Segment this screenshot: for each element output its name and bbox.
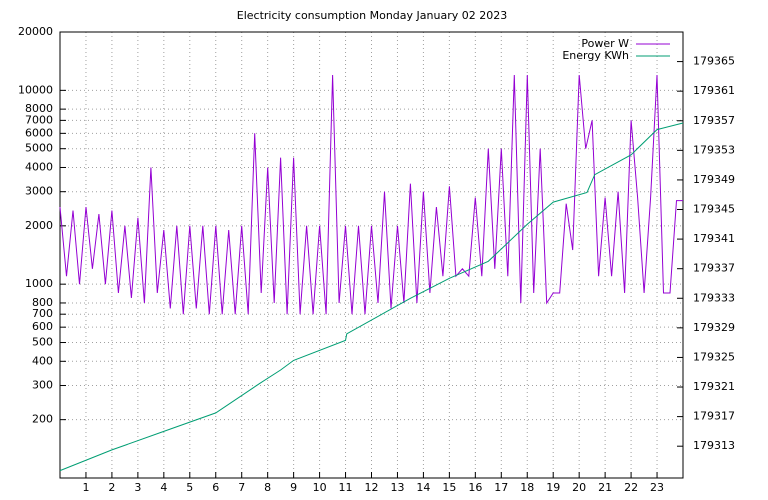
y-tick-label: 7000 — [25, 113, 53, 126]
x-tick-label: 23 — [650, 481, 664, 494]
y-tick-label: 800 — [32, 296, 53, 309]
y-tick-label: 6000 — [25, 126, 53, 139]
y2-tick-label: 179325 — [693, 350, 735, 363]
y-tick-label: 400 — [32, 354, 53, 367]
y2-tick-label: 179341 — [693, 232, 735, 245]
y2-tick-label: 179353 — [693, 143, 735, 156]
y-tick-label: 10000 — [18, 83, 53, 96]
x-tick-label: 1 — [82, 481, 89, 494]
x-tick-label: 21 — [598, 481, 612, 494]
y2-tick-label: 179357 — [693, 114, 735, 127]
x-tick-label: 5 — [186, 481, 193, 494]
y-tick-label: 5000 — [25, 142, 53, 155]
y2-tick-label: 179337 — [693, 262, 735, 275]
y-tick-label: 1000 — [25, 277, 53, 290]
y2-tick-label: 179313 — [693, 439, 735, 452]
y-tick-label: 200 — [32, 413, 53, 426]
series-line — [59, 122, 684, 472]
x-tick-label: 12 — [365, 481, 379, 494]
y-tick-label: 600 — [32, 320, 53, 333]
x-tick-label: 19 — [546, 481, 560, 494]
legend-label: Energy KWh — [562, 49, 629, 62]
x-tick-label: 4 — [160, 481, 167, 494]
x-tick-label: 8 — [264, 481, 271, 494]
legend-label: Power W — [581, 37, 629, 50]
y2-tick-label: 179321 — [693, 380, 735, 393]
y-tick-label: 3000 — [25, 185, 53, 198]
x-tick-label: 7 — [238, 481, 245, 494]
x-tick-label: 9 — [290, 481, 297, 494]
x-tick-label: 2 — [108, 481, 115, 494]
x-tick-label: 15 — [442, 481, 456, 494]
x-tick-label: 16 — [468, 481, 482, 494]
chart-title: Electricity consumption Monday January 0… — [237, 9, 507, 22]
y-tick-label: 700 — [32, 307, 53, 320]
x-tick-label: 10 — [313, 481, 327, 494]
y-tick-label: 8000 — [25, 102, 53, 115]
x-tick-label: 3 — [134, 481, 141, 494]
y2-tick-label: 179329 — [693, 321, 735, 334]
y2-tick-label: 179345 — [693, 203, 735, 216]
x-tick-label: 22 — [624, 481, 638, 494]
y-tick-label: 4000 — [25, 160, 53, 173]
x-tick-label: 6 — [212, 481, 219, 494]
y-tick-label: 20000 — [18, 25, 53, 38]
x-tick-label: 13 — [390, 481, 404, 494]
x-tick-label: 14 — [416, 481, 430, 494]
series-line — [59, 74, 683, 315]
plot-frame — [59, 31, 684, 479]
y2-tick-label: 179349 — [693, 173, 735, 186]
y-tick-label: 500 — [32, 336, 53, 349]
y-tick-label: 2000 — [25, 219, 53, 232]
x-tick-label: 20 — [572, 481, 586, 494]
x-tick-label: 17 — [494, 481, 508, 494]
y2-tick-label: 179361 — [693, 84, 735, 97]
y2-tick-label: 179317 — [693, 410, 735, 423]
x-tick-label: 11 — [339, 481, 353, 494]
y-tick-label: 300 — [32, 379, 53, 392]
y2-tick-label: 179333 — [693, 291, 735, 304]
y2-tick-label: 179365 — [693, 55, 735, 68]
x-tick-label: 18 — [520, 481, 534, 494]
